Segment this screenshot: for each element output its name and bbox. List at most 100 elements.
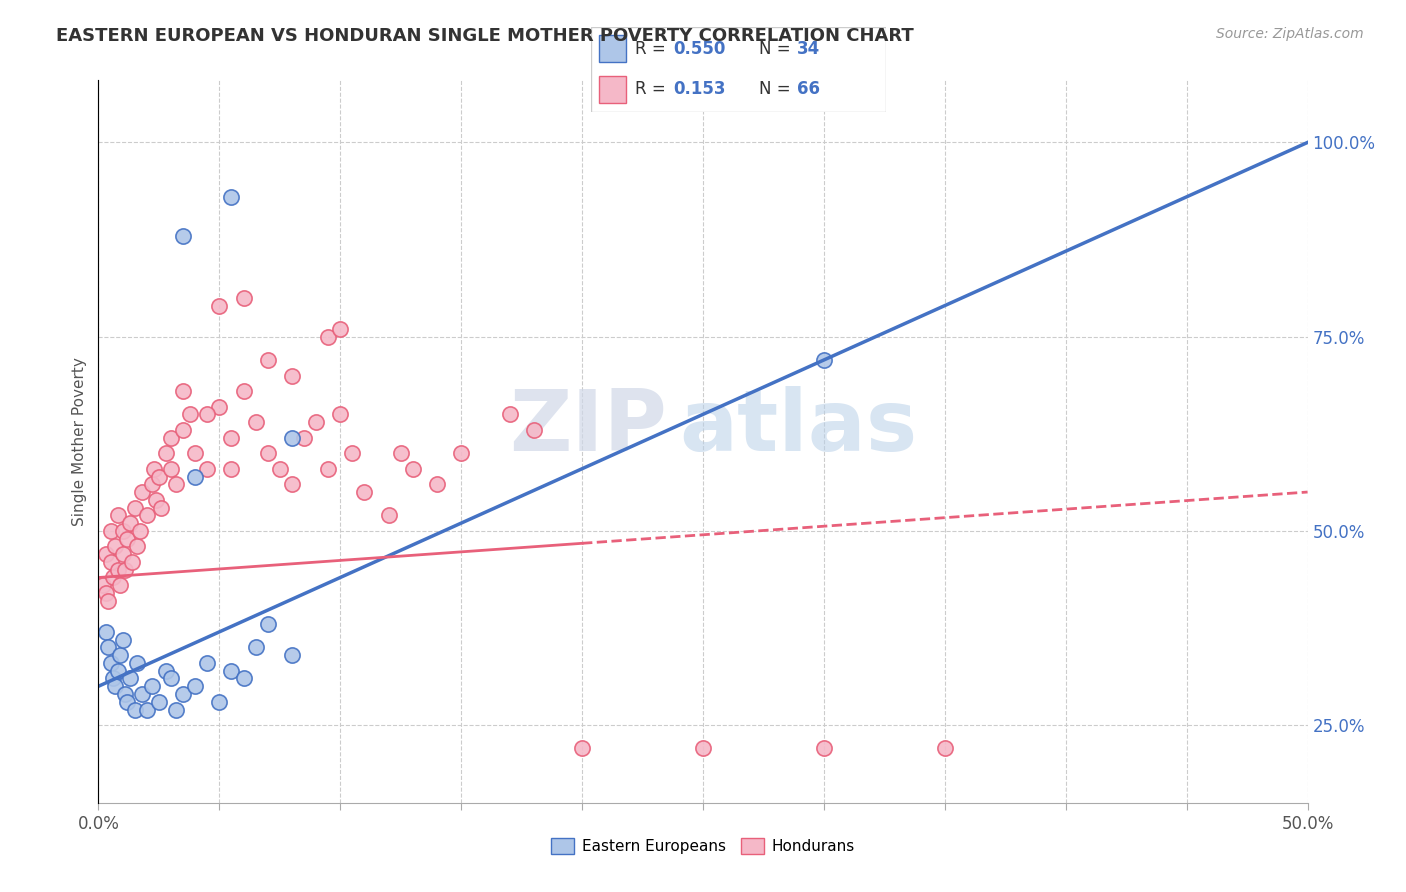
Point <box>232 672 254 686</box>
Point <box>281 431 304 445</box>
Point <box>316 329 339 343</box>
Point <box>143 461 166 475</box>
Point <box>195 461 218 475</box>
Y-axis label: Single Mother Poverty: Single Mother Poverty <box>72 357 87 526</box>
Point <box>934 741 956 756</box>
Point <box>813 741 835 756</box>
Point <box>97 640 120 655</box>
Point <box>165 477 187 491</box>
Text: 0.550: 0.550 <box>673 40 725 58</box>
Point <box>342 446 364 460</box>
Point <box>94 586 117 600</box>
Point <box>232 291 254 305</box>
Text: N =: N = <box>759 40 796 58</box>
Text: Source: ZipAtlas.com: Source: ZipAtlas.com <box>1216 27 1364 41</box>
Point <box>292 431 315 445</box>
Point <box>172 687 194 701</box>
Point <box>117 695 139 709</box>
Point <box>148 469 170 483</box>
Point <box>141 477 163 491</box>
Point <box>245 415 267 429</box>
Point <box>269 461 291 475</box>
Bar <box>599 36 626 62</box>
Text: R =: R = <box>636 80 671 98</box>
Point <box>141 679 163 693</box>
Point <box>195 408 218 422</box>
Point <box>377 508 399 523</box>
Point <box>118 672 141 686</box>
Point <box>498 408 520 422</box>
Point <box>329 322 352 336</box>
Point <box>232 384 254 398</box>
Point <box>184 469 207 483</box>
Point <box>114 563 136 577</box>
Point <box>208 299 231 313</box>
Point <box>124 702 146 716</box>
Point <box>118 516 141 530</box>
Text: EASTERN EUROPEAN VS HONDURAN SINGLE MOTHER POVERTY CORRELATION CHART: EASTERN EUROPEAN VS HONDURAN SINGLE MOTH… <box>56 27 914 45</box>
Point <box>131 687 153 701</box>
Point <box>97 594 120 608</box>
Point <box>813 353 835 368</box>
Point <box>107 563 129 577</box>
Point <box>523 423 546 437</box>
Point <box>426 477 449 491</box>
Text: ZIP: ZIP <box>509 385 666 468</box>
Text: R =: R = <box>636 40 671 58</box>
Point <box>104 679 127 693</box>
Point <box>108 648 131 663</box>
Point <box>245 640 267 655</box>
Point <box>150 500 173 515</box>
Point <box>179 408 201 422</box>
Point <box>172 384 194 398</box>
Point <box>127 540 149 554</box>
Point <box>101 570 124 584</box>
Point <box>281 648 304 663</box>
Point <box>160 461 183 475</box>
Point <box>160 431 183 445</box>
Point <box>111 547 134 561</box>
Text: 66: 66 <box>797 80 820 98</box>
Point <box>128 524 150 538</box>
Point <box>131 485 153 500</box>
Point <box>221 190 243 204</box>
Point <box>94 547 117 561</box>
Point <box>184 679 207 693</box>
Text: 0.153: 0.153 <box>673 80 725 98</box>
Point <box>108 578 131 592</box>
Point <box>107 664 129 678</box>
Point <box>135 508 157 523</box>
Point <box>402 461 425 475</box>
Point <box>94 624 117 639</box>
Point <box>127 656 149 670</box>
Point <box>100 555 122 569</box>
Point <box>571 741 593 756</box>
Point <box>221 664 243 678</box>
Point <box>329 408 352 422</box>
Legend: Eastern Europeans, Hondurans: Eastern Europeans, Hondurans <box>546 832 860 860</box>
Point <box>316 461 339 475</box>
Point <box>100 524 122 538</box>
Point <box>450 446 472 460</box>
Text: 34: 34 <box>797 40 821 58</box>
Point <box>208 400 231 414</box>
Point <box>221 461 243 475</box>
Point <box>165 702 187 716</box>
Point <box>117 532 139 546</box>
Point <box>114 687 136 701</box>
Point <box>100 656 122 670</box>
Point <box>281 368 304 383</box>
Point <box>256 353 278 368</box>
Point <box>160 672 183 686</box>
Point <box>195 656 218 670</box>
Point <box>256 617 278 632</box>
Point <box>353 485 375 500</box>
Point <box>692 741 714 756</box>
Point <box>208 695 231 709</box>
Point <box>145 492 167 507</box>
Point <box>111 524 134 538</box>
Text: N =: N = <box>759 80 796 98</box>
Point <box>124 500 146 515</box>
Point <box>148 695 170 709</box>
Point <box>305 415 328 429</box>
